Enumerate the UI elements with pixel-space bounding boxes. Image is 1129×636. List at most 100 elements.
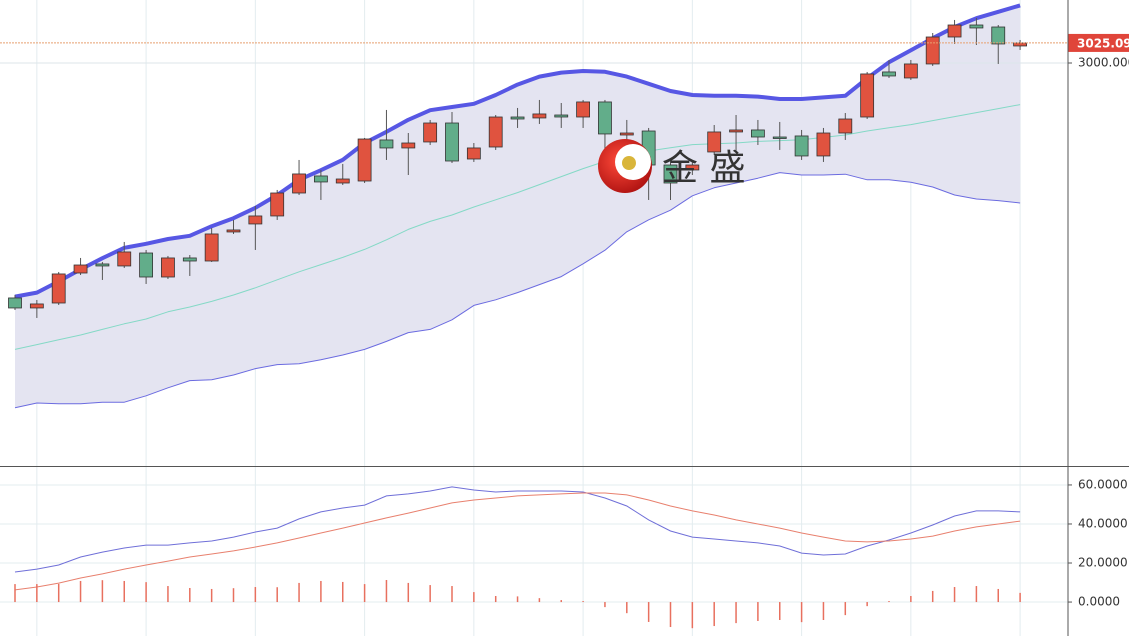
candle-body	[292, 173, 306, 194]
histogram-bar	[363, 584, 366, 603]
band-lower	[14, 172, 1021, 409]
histogram-bar	[101, 580, 104, 603]
histogram-bar	[647, 602, 650, 622]
candle-body	[95, 263, 110, 267]
candle-body	[969, 24, 984, 29]
histogram-bar	[953, 587, 956, 603]
histogram-bar	[79, 580, 82, 603]
histogram-bar	[36, 584, 38, 603]
candle-body	[685, 164, 700, 171]
last-price-box	[1068, 33, 1129, 52]
candle-body	[794, 135, 809, 157]
candle-body	[248, 215, 263, 225]
histogram-bar	[342, 581, 344, 603]
candle-body	[882, 71, 896, 77]
histogram-bar	[123, 580, 125, 603]
candle-body	[313, 175, 328, 183]
candle-body	[117, 251, 132, 267]
histogram-bar	[1019, 592, 1021, 603]
histogram-bar	[167, 586, 169, 603]
histogram-bar	[473, 592, 475, 603]
histogram-bar	[910, 595, 912, 603]
histogram-bar	[866, 602, 868, 607]
candle-body	[466, 147, 481, 160]
histogram-bar	[735, 602, 737, 624]
candle-body	[576, 101, 590, 118]
histogram-bar	[385, 579, 388, 603]
histogram-bar	[276, 587, 278, 603]
histogram-bar	[57, 583, 60, 603]
histogram-bar	[975, 586, 978, 603]
candle-body	[226, 229, 241, 233]
band-middle	[14, 104, 1021, 350]
candle-body	[29, 303, 44, 309]
candle-body	[532, 113, 547, 119]
y-tick-label: 40.0000	[1078, 516, 1128, 530]
histogram-bar	[822, 602, 825, 620]
candle-body	[51, 273, 66, 304]
histogram-bar	[538, 598, 541, 603]
y-tick-label: 20.0000	[1078, 556, 1128, 570]
candle-body	[73, 264, 88, 274]
histogram-bar	[757, 602, 759, 621]
y-tick-label: 60.0000	[1078, 477, 1128, 491]
plot-layer: 3000.000 3025.09 0.0000 20.0000 40.0000 60.00…	[0, 3, 1129, 629]
histogram-bar	[888, 601, 890, 603]
logo-dot	[622, 156, 636, 170]
histogram-bar	[997, 588, 999, 603]
candle-body	[751, 129, 765, 138]
histogram-bar	[320, 580, 322, 603]
y-tick-label: 3000.000	[1078, 56, 1129, 70]
candle-body	[707, 131, 722, 153]
histogram-bar	[779, 602, 781, 620]
histogram-bar	[931, 590, 934, 603]
indicator-line	[14, 492, 1021, 591]
candle-body	[947, 24, 962, 38]
indicator-line	[14, 486, 1021, 573]
candle-body	[139, 252, 154, 278]
histogram-bar	[582, 601, 584, 603]
candle-body	[903, 63, 918, 79]
histogram-bar	[604, 602, 606, 608]
candle-body	[554, 114, 569, 118]
candle-body	[488, 116, 503, 148]
candle-body	[357, 138, 372, 182]
histogram-bar	[494, 595, 497, 603]
histogram-bar	[232, 588, 235, 603]
histogram-bar	[189, 587, 191, 603]
candle-body	[401, 142, 416, 149]
candle-body	[335, 178, 350, 184]
histogram-bar	[669, 602, 672, 628]
candle-body	[729, 129, 743, 133]
y-tick-label: 0.0000	[1078, 595, 1120, 609]
histogram-bar	[800, 602, 803, 623]
candle-body	[270, 192, 285, 217]
histogram-bar	[407, 582, 410, 603]
candle-body	[991, 26, 1006, 45]
histogram-bar	[516, 596, 519, 603]
histogram-bar	[844, 602, 847, 616]
histogram-bar	[451, 586, 453, 603]
candle-body	[161, 257, 175, 278]
candle-body	[598, 101, 612, 135]
candle-body	[379, 139, 394, 149]
histogram-bar	[298, 582, 300, 603]
histogram-bar	[626, 602, 628, 614]
histogram-bar	[145, 582, 147, 603]
histogram-bar	[560, 600, 562, 603]
histogram-bar	[713, 602, 715, 627]
band-upper	[14, 3, 1021, 299]
candle-body	[8, 297, 22, 309]
histogram-bar	[691, 602, 694, 629]
candle-body	[816, 132, 831, 157]
candle-body	[423, 122, 438, 143]
watermark: 金 盛	[662, 148, 745, 189]
histogram-bar	[429, 585, 431, 603]
candle-body	[204, 233, 219, 262]
histogram-bar	[210, 588, 213, 603]
candle-body	[838, 118, 853, 134]
candle-body	[182, 257, 197, 262]
histogram-bar	[14, 584, 16, 603]
candle-body	[860, 73, 875, 118]
